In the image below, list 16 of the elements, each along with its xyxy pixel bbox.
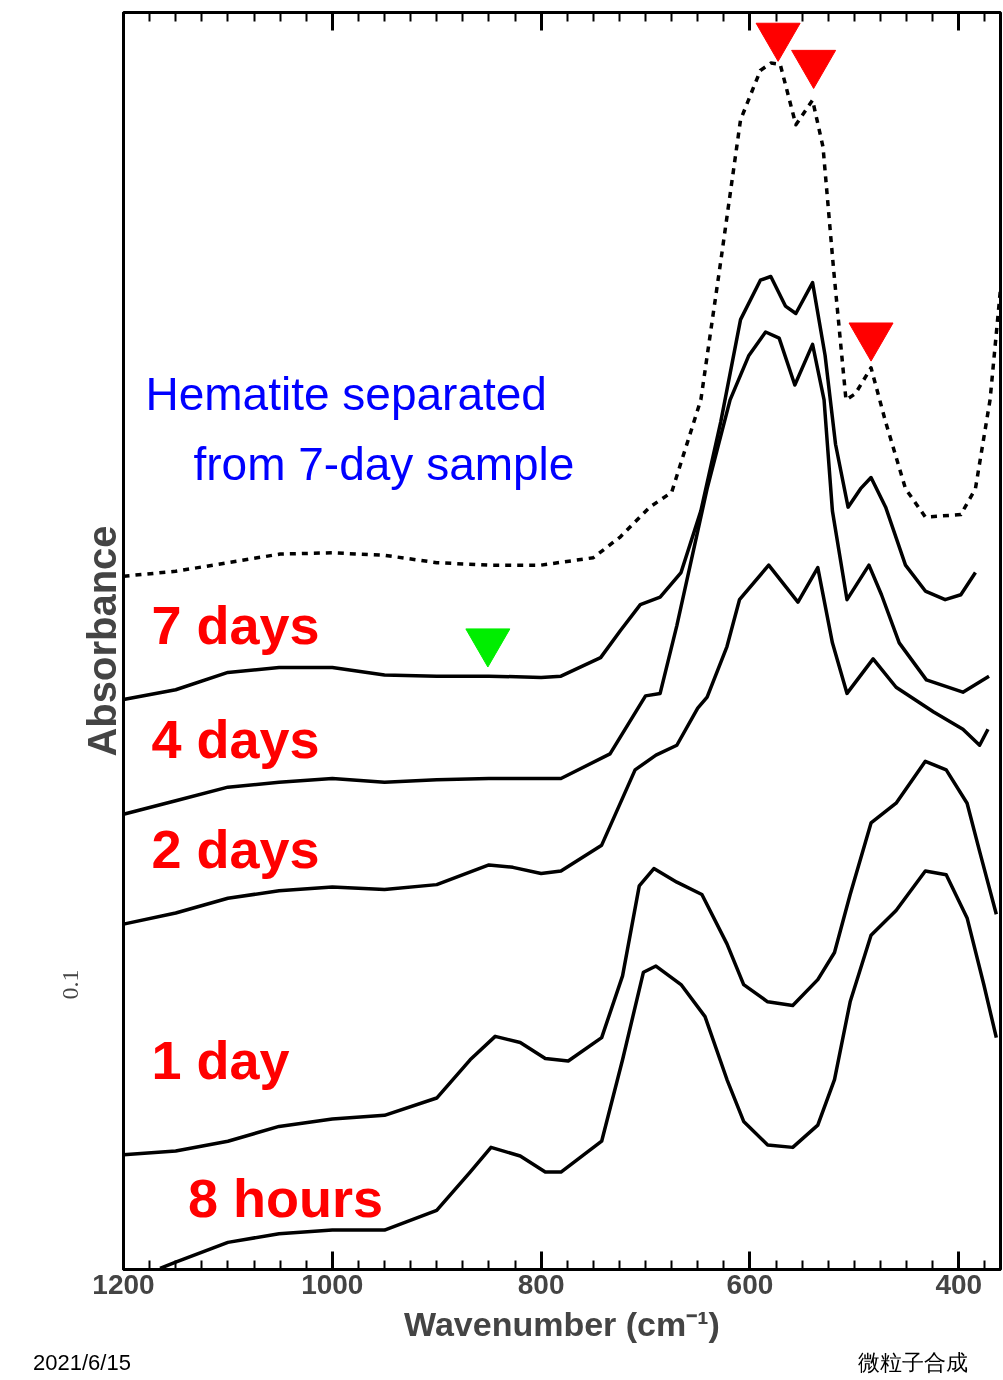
x-tick-label: 400 xyxy=(935,1268,983,1300)
y-axis-title: Absorbance xyxy=(79,525,124,757)
text: 微粒子合成 xyxy=(858,1349,968,1377)
x-tick-label: 600 xyxy=(726,1268,774,1300)
x-tick-label: 1000 xyxy=(301,1268,364,1300)
text: 0.1 xyxy=(56,969,83,1000)
annotation: Hematite separated from 7-day sample xyxy=(145,367,575,490)
series-label: 8 hours xyxy=(188,1168,384,1229)
x-tick-label: 1200 xyxy=(92,1268,155,1300)
series-label: 1 day xyxy=(151,1029,290,1090)
series-label: 4 days xyxy=(151,709,320,770)
series-label: 2 days xyxy=(151,819,320,880)
x-tick-label: 800 xyxy=(517,1268,565,1300)
x-axis-title: Wavenumber (cm⁻¹) xyxy=(404,1304,720,1343)
series-label: 7 days xyxy=(151,594,320,655)
text: 2021/6/15 xyxy=(33,1349,131,1377)
